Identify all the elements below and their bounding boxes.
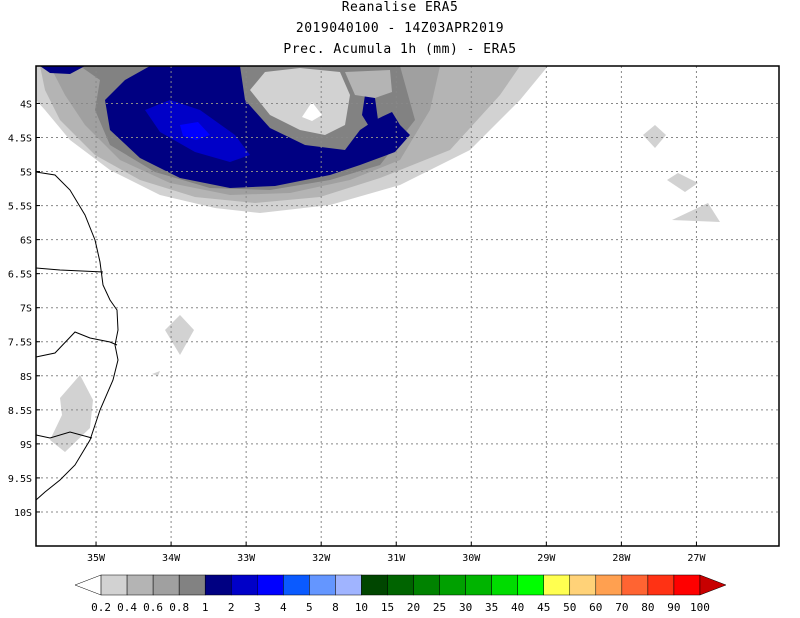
lat-tick-label: 6S (20, 236, 32, 247)
lat-tick-label: 9.5S (8, 474, 32, 485)
precip-patch-5 (50, 375, 93, 452)
title-line-2: 2019040100 - 14Z03APR2019 (295, 21, 505, 36)
colorbar-label: 60 (589, 601, 602, 614)
lon-tick-label: 30W (462, 553, 481, 564)
colorbar-swatch (178, 574, 206, 596)
colorbar-swatch (152, 574, 180, 596)
colorbar-label: 5 (306, 601, 313, 614)
lon-tick-label: 33W (237, 553, 256, 564)
title-line-1: Reanalise ERA5 (341, 0, 459, 15)
colorbar: 0.2 0.4 0.6 0.8 1 2 3 4 5 8 10 15 20 25 30 35 40 45 50 60 70… (74, 574, 727, 614)
lon-tick-label: 29W (537, 553, 556, 564)
precip-patch-1 (643, 125, 666, 148)
lon-tick-label: 32W (312, 553, 331, 564)
colorbar-swatch (335, 574, 362, 596)
colorbar-swatch (621, 574, 649, 596)
colorbar-swatch (517, 574, 544, 596)
colorbar-label: 35 (485, 601, 498, 614)
precip-patch-6 (152, 371, 160, 376)
precip-area-blue2 (180, 122, 210, 140)
lat-tick-label: 5S (20, 168, 32, 179)
colorbar-swatch (673, 574, 701, 596)
colorbar-label: 0.6 (143, 601, 163, 614)
lat-tick-label: 7.5S (8, 338, 32, 349)
colorbar-label: 50 (563, 601, 576, 614)
colorbar-swatch (204, 574, 232, 596)
colorbar-label: 8 (332, 601, 339, 614)
colorbar-label: 80 (641, 601, 654, 614)
precip-area-navy-top (40, 66, 85, 74)
colorbar-swatch-max (699, 574, 727, 596)
colorbar-label: 0.2 (91, 601, 111, 614)
colorbar-label: 10 (355, 601, 368, 614)
precip-patch-2 (667, 173, 698, 192)
lon-axis: 35W 34W 33W 32W 31W 30W 29W 28W 27W (87, 542, 706, 564)
colorbar-swatch (100, 574, 128, 596)
lat-tick-label: 4S (20, 99, 32, 110)
map-frame (35, 65, 780, 547)
coastline (35, 171, 119, 501)
lat-tick-label: 6.5S (8, 270, 32, 281)
colorbar-swatch (543, 574, 571, 596)
colorbar-swatch (309, 574, 336, 596)
precip-area-hole-white (302, 102, 322, 121)
colorbar-swatch (439, 574, 466, 596)
lat-tick-label: 4.5S (8, 133, 32, 144)
lon-tick-label: 28W (612, 553, 631, 564)
colorbar-label: 15 (381, 601, 394, 614)
lat-tick-label: 8.5S (8, 406, 32, 417)
colorbar-label: 3 (254, 601, 261, 614)
colorbar-swatch (647, 574, 675, 596)
lon-tick-label: 35W (87, 553, 106, 564)
lat-tick-label: 10S (14, 508, 32, 519)
colorbar-swatch (230, 574, 258, 596)
colorbar-label: 2 (228, 601, 235, 614)
precip-patch-4 (165, 315, 194, 355)
grid-lines (36, 66, 779, 546)
lat-axis: 4S 4.5S 5S 5.5S 6S 6.5S 7S 7.5S 8S 8.5S 9S 9.5S 10S (8, 99, 40, 519)
colorbar-label: 0.4 (117, 601, 137, 614)
colorbar-label: 25 (433, 601, 446, 614)
colorbar-swatch (126, 574, 154, 596)
colorbar-swatch-min (74, 574, 102, 596)
colorbar-label: 90 (667, 601, 680, 614)
colorbar-label: 45 (537, 601, 550, 614)
colorbar-swatch (595, 574, 623, 596)
colorbar-label: 20 (407, 601, 420, 614)
colorbar-label: 70 (615, 601, 628, 614)
lon-tick-label: 34W (162, 553, 181, 564)
title-line-3: Prec. Acumula 1h (mm) - ERA5 (283, 42, 517, 57)
lon-tick-label: 27W (687, 553, 706, 564)
lat-tick-label: 7S (20, 304, 32, 315)
precipitation-field (36, 66, 720, 452)
precip-area-navy (105, 66, 410, 188)
colorbar-swatch (491, 574, 518, 596)
colorbar-label: 30 (459, 601, 472, 614)
lat-tick-label: 9S (20, 440, 32, 451)
precip-area-hole (250, 68, 350, 135)
precip-area-hole2 (345, 70, 392, 98)
colorbar-label: 40 (511, 601, 524, 614)
colorbar-swatch (465, 574, 492, 596)
colorbar-swatch (283, 574, 310, 596)
lat-tick-label: 5.5S (8, 202, 32, 213)
colorbar-label: 4 (280, 601, 287, 614)
lat-tick-label: 8S (20, 372, 32, 383)
colorbar-label: 1 (202, 601, 209, 614)
colorbar-swatch (413, 574, 440, 596)
colorbar-swatch (387, 574, 414, 596)
colorbar-label: 100 (690, 601, 710, 614)
colorbar-label: 0.8 (169, 601, 189, 614)
colorbar-swatch (569, 574, 597, 596)
colorbar-swatch (361, 574, 388, 596)
colorbar-swatch (257, 574, 284, 596)
lon-tick-label: 31W (387, 553, 406, 564)
